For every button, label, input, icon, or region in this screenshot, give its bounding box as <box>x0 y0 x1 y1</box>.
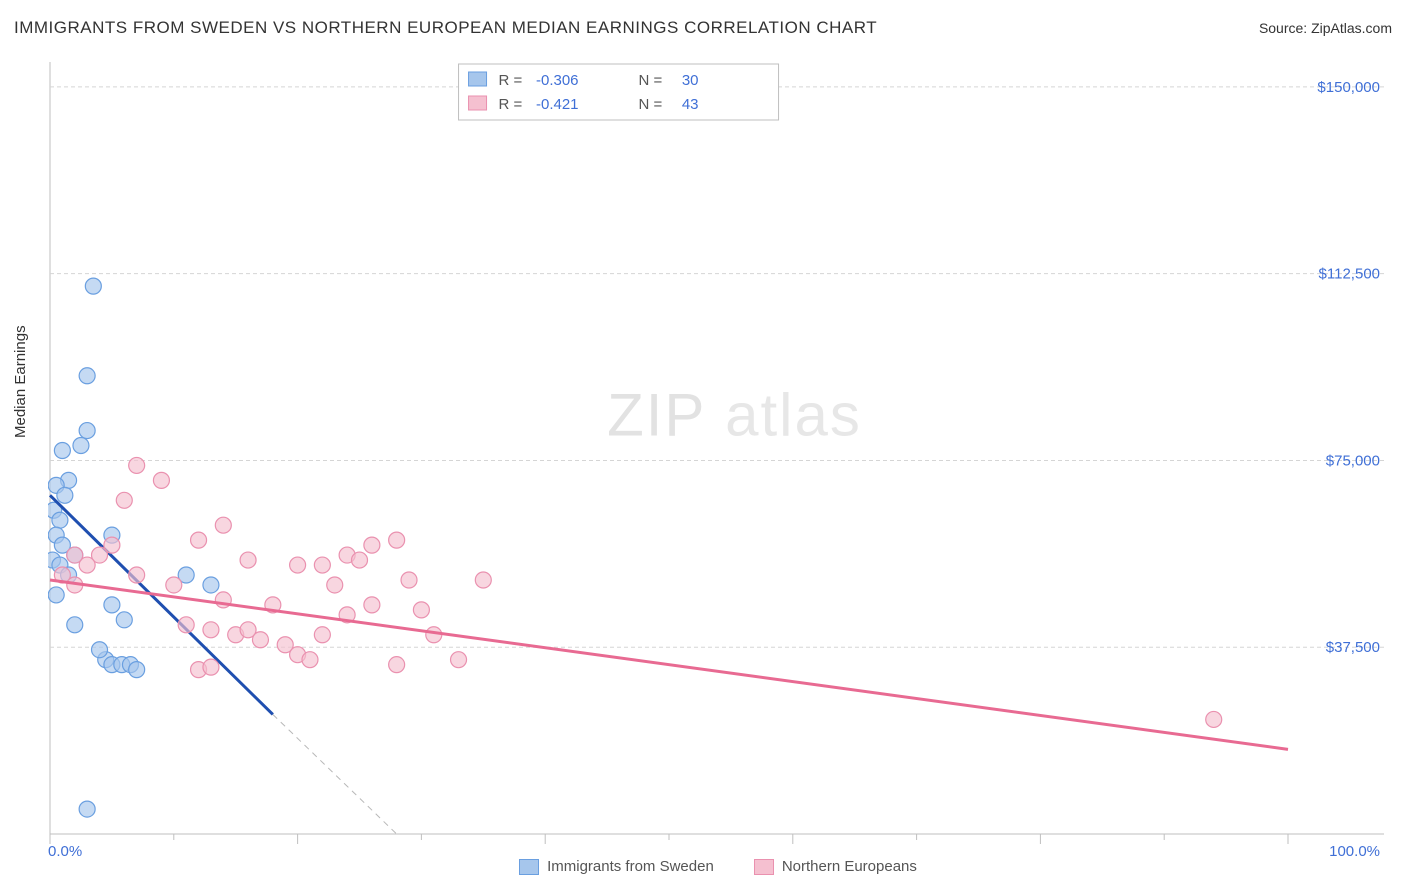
svg-text:ZIP: ZIP <box>607 382 706 449</box>
scatter-point <box>364 537 380 553</box>
legend-label-northern: Northern Europeans <box>782 858 917 875</box>
stats-swatch <box>469 96 487 110</box>
svg-text:-0.306: -0.306 <box>536 72 579 89</box>
scatter-point <box>52 512 68 528</box>
svg-text:atlas: atlas <box>725 382 862 449</box>
scatter-point <box>252 632 268 648</box>
header: IMMIGRANTS FROM SWEDEN VS NORTHERN EUROP… <box>14 18 1392 38</box>
scatter-point <box>389 657 405 673</box>
scatter-point <box>203 659 219 675</box>
chart-area: $37,500$75,000$112,500$150,0000.0%100.0%… <box>48 60 1388 855</box>
legend-swatch-northern <box>754 859 774 875</box>
legend-item-northern: Northern Europeans <box>754 858 917 875</box>
legend-label-sweden: Immigrants from Sweden <box>547 858 714 875</box>
scatter-point <box>389 532 405 548</box>
scatter-point <box>191 532 207 548</box>
svg-text:N =: N = <box>639 96 663 113</box>
svg-text:N =: N = <box>639 72 663 89</box>
chart-title: IMMIGRANTS FROM SWEDEN VS NORTHERN EUROP… <box>14 18 877 38</box>
svg-text:R =: R = <box>499 96 523 113</box>
scatter-point <box>166 577 182 593</box>
svg-text:-0.421: -0.421 <box>536 96 579 113</box>
legend-swatch-sweden <box>519 859 539 875</box>
scatter-point <box>240 552 256 568</box>
y-axis-label: Median Earnings <box>12 325 29 438</box>
scatter-point <box>129 662 145 678</box>
source-label: Source: ZipAtlas.com <box>1259 20 1392 36</box>
svg-text:$37,500: $37,500 <box>1326 639 1380 656</box>
scatter-point <box>178 617 194 633</box>
scatter-point <box>67 547 83 563</box>
svg-text:R =: R = <box>499 72 523 89</box>
scatter-point <box>475 572 491 588</box>
svg-text:30: 30 <box>682 72 699 89</box>
scatter-point <box>364 597 380 613</box>
legend-item-sweden: Immigrants from Sweden <box>519 858 714 875</box>
scatter-point <box>451 652 467 668</box>
scatter-point <box>203 622 219 638</box>
scatter-point <box>129 567 145 583</box>
scatter-point <box>104 597 120 613</box>
svg-text:$150,000: $150,000 <box>1317 79 1380 96</box>
scatter-point <box>302 652 318 668</box>
scatter-point <box>79 801 95 817</box>
scatter-point <box>116 612 132 628</box>
scatter-point <box>54 442 70 458</box>
svg-text:$112,500: $112,500 <box>1319 266 1380 283</box>
scatter-point <box>327 577 343 593</box>
scatter-point <box>352 552 368 568</box>
trend-line <box>50 580 1288 749</box>
scatter-point <box>104 537 120 553</box>
trend-line-ext <box>273 714 397 834</box>
svg-text:$75,000: $75,000 <box>1326 452 1380 469</box>
scatter-point <box>314 557 330 573</box>
scatter-point <box>129 457 145 473</box>
scatter-point <box>314 627 330 643</box>
scatter-point <box>48 587 64 603</box>
scatter-point <box>153 472 169 488</box>
scatter-point <box>401 572 417 588</box>
scatter-point <box>116 492 132 508</box>
svg-text:43: 43 <box>682 96 699 113</box>
scatter-point <box>290 557 306 573</box>
scatter-point <box>79 423 95 439</box>
scatter-point <box>1206 711 1222 727</box>
scatter-point <box>57 487 73 503</box>
scatter-point <box>426 627 442 643</box>
scatter-point <box>79 368 95 384</box>
chart-svg: $37,500$75,000$112,500$150,0000.0%100.0%… <box>48 60 1388 860</box>
scatter-point <box>92 642 108 658</box>
scatter-point <box>85 278 101 294</box>
scatter-point <box>413 602 429 618</box>
scatter-point <box>215 517 231 533</box>
stats-swatch <box>469 72 487 86</box>
bottom-legend: Immigrants from Sweden Northern European… <box>48 858 1388 875</box>
scatter-point <box>73 438 89 454</box>
scatter-point <box>67 617 83 633</box>
scatter-point <box>203 577 219 593</box>
